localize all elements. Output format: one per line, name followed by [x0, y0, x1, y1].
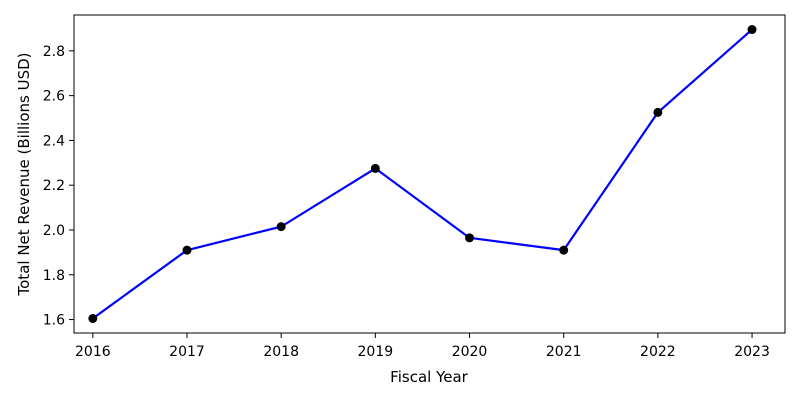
x-axis-label: Fiscal Year [390, 368, 468, 386]
y-tick-label: 2.2 [43, 178, 65, 194]
y-tick-label: 1.6 [43, 313, 65, 329]
data-point-2019 [370, 163, 380, 173]
x-tick-label: 2021 [546, 344, 582, 360]
series-line [92, 28, 753, 320]
x-tick-label: 2022 [640, 344, 676, 360]
y-tick-label: 2.0 [43, 223, 65, 239]
y-tick-label: 2.4 [43, 133, 65, 149]
x-tick-label: 2020 [452, 344, 488, 360]
y-tick-label: 2.8 [43, 44, 65, 60]
y-axis-label: Total Net Revenue (Billions USD) [15, 53, 33, 297]
data-point-2018 [276, 222, 286, 232]
x-tick-label: 2018 [263, 344, 299, 360]
data-point-2020 [465, 233, 475, 243]
plot-border [73, 14, 786, 334]
data-point-2022 [653, 107, 663, 117]
data-point-2016 [88, 313, 98, 323]
x-tick-label: 2023 [734, 344, 770, 360]
data-point-2021 [559, 245, 569, 255]
x-axis-ticks: 2016 2017 2018 2019 2020 2021 2022 2023 [75, 333, 770, 360]
y-tick-label: 1.8 [43, 268, 65, 284]
data-point-2023 [747, 25, 757, 35]
y-tick-label: 2.6 [43, 89, 65, 105]
x-tick-label: 2017 [169, 344, 205, 360]
x-tick-label: 2019 [358, 344, 394, 360]
y-axis-ticks: 1.6 1.8 2.0 2.2 2.4 2.6 2.8 [43, 44, 74, 329]
series-layer [88, 25, 757, 323]
data-point-2017 [182, 245, 192, 255]
x-tick-label: 2016 [75, 344, 111, 360]
plot-frame [73, 14, 786, 334]
